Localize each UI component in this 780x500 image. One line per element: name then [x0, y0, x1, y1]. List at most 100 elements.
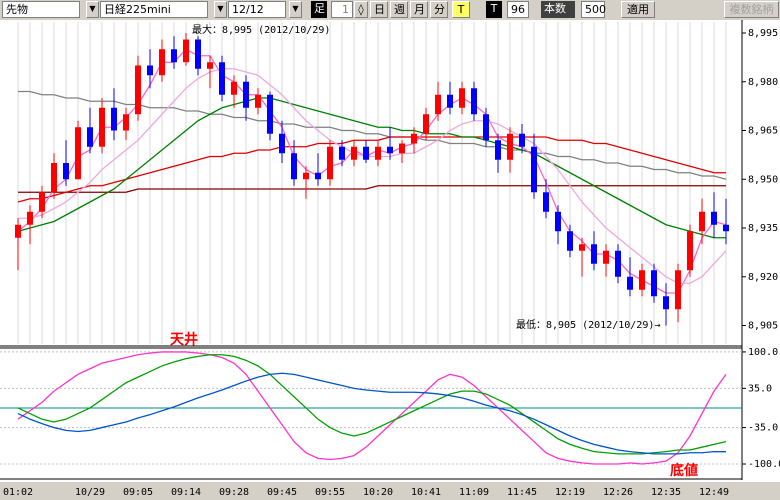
- candle-body: [639, 270, 645, 290]
- line-series: [17, 97, 726, 239]
- t-button[interactable]: T: [486, 1, 502, 18]
- dropdown-arrow[interactable]: ▼: [86, 1, 99, 18]
- line-series: [18, 68, 727, 284]
- candle-body: [27, 211, 33, 225]
- y-tick-label: 8,920: [748, 272, 778, 283]
- period-button[interactable]: 日: [370, 1, 388, 18]
- candle-body: [627, 276, 633, 290]
- candle-body: [591, 244, 597, 264]
- candle-body: [459, 88, 465, 108]
- x-tick-label: 10/29: [75, 487, 105, 498]
- count-label: 本数: [541, 1, 575, 18]
- top-annotation: 天井: [170, 331, 198, 348]
- candle-body: [519, 133, 525, 147]
- t-button[interactable]: T: [452, 1, 470, 18]
- candle-body: [699, 211, 705, 232]
- x-tick-label: 11:45: [507, 487, 537, 498]
- line-series: [17, 354, 727, 455]
- x-tick-label: 09:28: [219, 487, 249, 498]
- x-tick-label: 09:55: [315, 487, 345, 498]
- candle-body: [675, 270, 681, 310]
- candle-body: [579, 244, 585, 251]
- candle-body: [99, 107, 105, 147]
- x-tick-label: 12:49: [699, 487, 729, 498]
- candle-body: [39, 192, 45, 212]
- candle-body: [435, 94, 441, 115]
- y-tick-label: 35.0: [748, 383, 772, 394]
- y-tick-label: 8,905: [748, 321, 778, 332]
- symbol-dropdown[interactable]: 日経225mini: [100, 1, 208, 18]
- candle-body: [507, 133, 513, 160]
- candle-body: [483, 114, 489, 141]
- candle-body: [387, 146, 393, 154]
- candle-body: [411, 133, 417, 144]
- apply-button[interactable]: 適用: [621, 1, 655, 18]
- candle-body: [495, 140, 501, 160]
- candle-body: [567, 231, 573, 251]
- candle-body: [183, 39, 189, 63]
- candle-body: [147, 65, 153, 76]
- candle-body: [63, 163, 69, 180]
- candle-body: [303, 172, 309, 180]
- candle-body: [231, 81, 237, 95]
- symbol-type-dropdown[interactable]: 先物: [2, 1, 80, 18]
- x-tick-label: 12:35: [651, 487, 681, 498]
- x-tick-label: 10:41: [411, 487, 441, 498]
- candle-body: [75, 127, 81, 180]
- candle-body: [399, 143, 405, 154]
- count-input[interactable]: 500: [581, 1, 606, 18]
- y-tick-label: 8,965: [748, 126, 778, 137]
- candle-body: [219, 62, 225, 95]
- candle-body: [159, 49, 165, 76]
- bottom-annotation: 底値: [670, 462, 698, 479]
- candle-body: [663, 296, 669, 310]
- candle-body: [363, 146, 369, 160]
- candle-body: [375, 146, 381, 160]
- candle-body: [315, 172, 321, 180]
- y-tick-label: 8,950: [748, 174, 778, 185]
- candle-body: [711, 211, 717, 225]
- period-button[interactable]: 週: [390, 1, 408, 18]
- candle-body: [51, 163, 57, 193]
- period-button[interactable]: 月: [410, 1, 428, 18]
- y-tick-label: 8,995: [748, 28, 778, 39]
- x-tick-label: 09:05: [123, 487, 153, 498]
- x-tick-label: 10:20: [363, 487, 393, 498]
- candle-body: [195, 39, 201, 69]
- line-series: [17, 351, 727, 465]
- candle-body: [267, 94, 273, 134]
- max-annotation: 最大：8,995 (2012/10/29): [192, 23, 330, 36]
- candle-body: [531, 146, 537, 193]
- min-annotation: 最低：8,905 (2012/10/29)→: [516, 318, 660, 331]
- x-tick-label: 09:14: [171, 487, 201, 498]
- y-tick-label: 8,935: [748, 223, 778, 234]
- bar-unit-input[interactable]: 1: [331, 1, 353, 18]
- x-tick-label: 12:19: [555, 487, 585, 498]
- count-value[interactable]: 96: [507, 1, 529, 18]
- candle-body: [135, 65, 141, 115]
- contract-dropdown[interactable]: 12/12: [228, 1, 286, 18]
- y-tick-label: 8,980: [748, 77, 778, 88]
- candle-body: [279, 133, 285, 154]
- candle-body: [255, 94, 261, 108]
- candle-body: [207, 62, 213, 69]
- x-tick-label: 09:45: [267, 487, 297, 498]
- dropdown-arrow[interactable]: ▼: [214, 1, 227, 18]
- line-series: [17, 136, 726, 203]
- x-axis-background: [0, 482, 780, 500]
- candle-body: [615, 250, 621, 277]
- line-series: [17, 372, 726, 455]
- candle-body: [447, 94, 453, 108]
- candle-body: [603, 250, 609, 264]
- candle-body: [351, 146, 357, 160]
- y-tick-label: 100.0: [748, 347, 778, 358]
- candle-body: [111, 107, 117, 131]
- toolbar: 先物 ▼ 日経225mini ▼ 12/12 ▼ 足 1 ◊ 日 週 月 分 T…: [0, 0, 780, 20]
- multi-button[interactable]: 複数銘柄: [724, 1, 779, 18]
- spinner[interactable]: ◊: [354, 1, 368, 18]
- candle-body: [291, 153, 297, 180]
- period-button[interactable]: 分: [430, 1, 448, 18]
- y-tick-label: -100.0: [748, 459, 780, 470]
- dropdown-arrow[interactable]: ▼: [289, 1, 302, 18]
